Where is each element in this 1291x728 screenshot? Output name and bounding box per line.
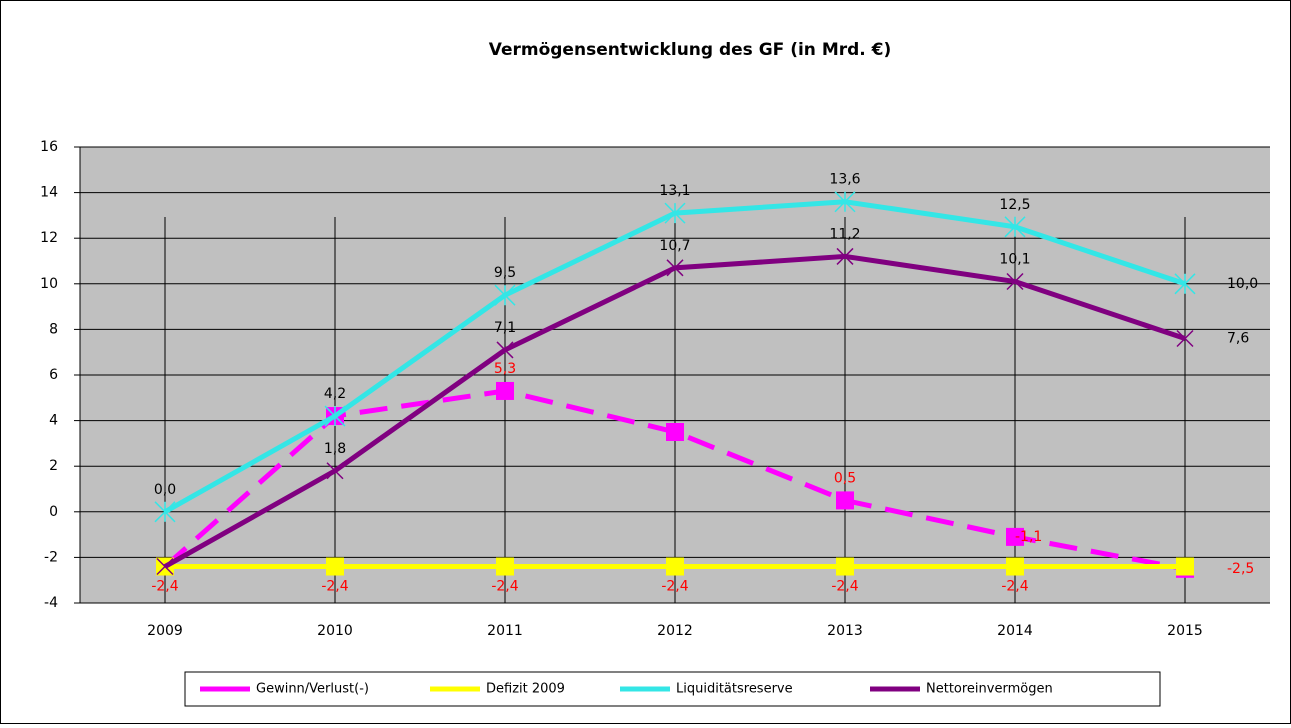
x-tick-label: 2009 <box>147 623 183 639</box>
y-tick-label: -2 <box>44 549 58 565</box>
marker <box>326 557 344 576</box>
legend-label: Nettoreinvermögen <box>926 682 1053 697</box>
data-label: 4,2 <box>324 386 346 402</box>
data-label: 7,6 <box>1227 331 1249 347</box>
data-label: 7,1 <box>494 320 516 336</box>
marker <box>1174 273 1196 295</box>
y-tick-label: 0 <box>49 504 58 520</box>
marker <box>494 284 516 306</box>
marker <box>496 341 514 359</box>
data-label: 1,8 <box>324 441 346 457</box>
marker <box>1006 527 1024 546</box>
data-label: 0,5 <box>834 470 856 486</box>
x-tick-label: 2014 <box>997 623 1033 639</box>
y-tick-label: 4 <box>49 413 58 429</box>
data-label: -2,4 <box>661 579 688 595</box>
legend-label: Gewinn/Verlust(-) <box>256 682 369 697</box>
marker <box>666 423 684 441</box>
marker <box>1006 557 1024 576</box>
marker <box>1006 272 1024 291</box>
x-tick-label: 2011 <box>487 623 523 639</box>
data-label: -2,4 <box>1001 579 1028 595</box>
y-tick-label: 8 <box>49 321 58 337</box>
data-label: -2,5 <box>1227 561 1254 577</box>
marker <box>836 557 854 576</box>
legend-label: Defizit 2009 <box>486 682 565 697</box>
marker <box>1176 329 1194 348</box>
marker <box>1176 557 1194 576</box>
data-label: 12,5 <box>999 197 1030 213</box>
marker <box>156 557 174 576</box>
marker <box>836 491 854 510</box>
y-tick-label: 14 <box>40 185 58 201</box>
data-label: 5,3 <box>494 361 516 377</box>
marker <box>496 557 514 576</box>
data-label: -2,4 <box>831 579 858 595</box>
marker <box>666 259 684 277</box>
marker <box>664 202 686 224</box>
data-label: 11,2 <box>829 226 860 242</box>
chart-title: Vermögensentwicklung des GF (in Mrd. €) <box>489 40 892 60</box>
x-tick-label: 2012 <box>657 623 693 639</box>
data-label: 13,6 <box>829 172 860 188</box>
marker <box>326 462 344 480</box>
marker <box>666 557 684 576</box>
marker <box>496 381 514 400</box>
x-tick-label: 2010 <box>317 623 353 639</box>
y-tick-label: 6 <box>49 367 58 383</box>
marker <box>834 191 856 213</box>
data-label: 10,1 <box>999 252 1030 268</box>
data-label: -2,4 <box>491 579 518 595</box>
legend <box>184 671 1161 707</box>
data-label: 10,7 <box>659 238 690 254</box>
data-label: -2,4 <box>321 579 348 595</box>
data-label: -2,4 <box>151 579 178 595</box>
data-label: 0,0 <box>154 482 176 498</box>
y-tick-label: 10 <box>40 276 58 292</box>
y-tick-label: -4 <box>44 595 58 611</box>
y-tick-label: 2 <box>49 458 58 474</box>
marker <box>836 247 854 265</box>
data-label: 10,0 <box>1227 276 1258 292</box>
x-tick-label: 2013 <box>827 623 863 639</box>
data-label: -1,1 <box>1015 529 1042 545</box>
y-tick-label: 12 <box>40 230 58 246</box>
marker <box>324 405 346 427</box>
marker <box>154 501 176 523</box>
legend-label: Liquiditätsreserve <box>676 682 793 697</box>
data-label: 13,1 <box>659 183 690 199</box>
y-tick-label: 16 <box>40 139 58 155</box>
data-label: 9,5 <box>494 265 516 281</box>
x-tick-label: 2015 <box>1167 623 1203 639</box>
marker <box>1004 216 1026 238</box>
